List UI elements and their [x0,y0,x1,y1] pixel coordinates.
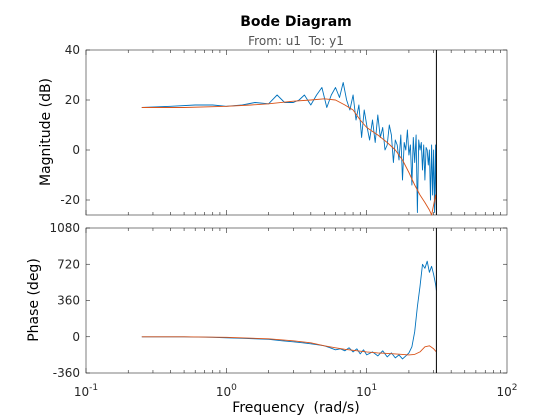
magnitude-y-label: Magnitude (dB) [38,78,54,186]
phase-plot-area [85,227,508,374]
phase-ytick-label: 0 [72,330,80,344]
magnitude-ytick-label: 0 [72,143,80,157]
magnitude-x-ticks [85,50,501,215]
phase-ytick-label: 360 [57,294,80,308]
phase-series [141,260,437,360]
magnitude-series [141,82,437,216]
phase-series-model [141,336,437,356]
phase-ytick-label: 1080 [49,221,80,235]
x-tick-labels: 10-1 100 101 102 [74,383,518,399]
magnitude-plot-area [85,49,508,216]
phase-panel: 1080 720 360 0 -360 Phase (deg) [26,221,508,380]
chart-title: Bode Diagram [240,14,352,30]
phase-series-estimate [141,260,437,360]
chart-subtitle: From: u1 To: y1 [248,34,344,48]
phase-y-label: Phase (deg) [26,258,42,342]
phase-y-ticks: 1080 720 360 0 -360 [49,221,507,380]
magnitude-panel: 40 20 0 -20 Magnitude (dB) [38,43,508,216]
magnitude-ytick-label: -20 [60,193,80,207]
phase-ytick-label: 720 [57,257,80,271]
x-tick-label: 102 [496,383,517,399]
magnitude-series-estimate [141,82,437,213]
magnitude-y-ticks: 40 20 0 -20 [60,43,507,207]
x-axis-label: Frequency (rad/s) [232,400,359,416]
x-tick-label: 101 [356,383,377,399]
magnitude-series-model [141,98,437,216]
magnitude-ytick-label: 40 [65,43,80,57]
phase-ytick-label: -360 [53,366,80,380]
magnitude-ytick-label: 20 [65,93,80,107]
x-tick-label: 100 [216,383,237,399]
x-tick-label: 10-1 [74,383,98,399]
phase-x-ticks [85,228,501,373]
